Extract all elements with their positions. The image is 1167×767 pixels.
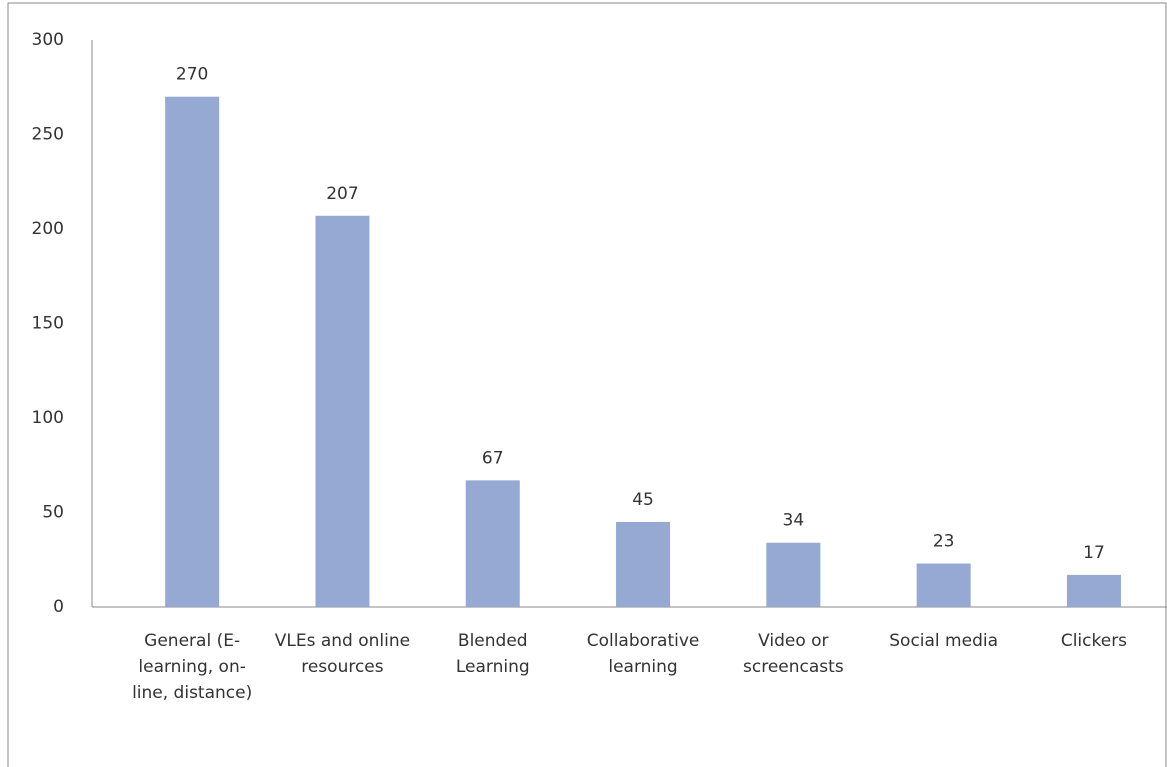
y-tick-label: 250 [32,125,64,145]
x-tick-label: Clickers [1060,631,1128,651]
data-label: 17 [1083,543,1105,563]
bar [916,563,971,607]
chart-frame [7,2,1167,767]
bar [1066,574,1121,607]
y-tick-label: 200 [32,219,64,239]
x-tick-label: Social media [889,631,999,651]
data-label: 45 [632,490,654,510]
x-tick-label: General (E-learning, on-line, distance) [132,631,253,703]
data-label: 34 [783,511,805,531]
bar [165,96,220,607]
data-label: 270 [176,65,208,85]
x-tick-label: Blended Learning [455,631,530,677]
x-tick-label: Video or screencasts [743,631,844,677]
y-tick-label: 300 [32,30,64,50]
data-label: 207 [326,184,358,204]
y-tick-label: 100 [32,408,64,428]
x-tick-label: VLEs and online resources [274,631,411,677]
x-tick-label: Collaborative learning [586,631,700,677]
bar [315,215,370,607]
bar [766,542,821,607]
bar [465,480,520,607]
data-label: 67 [482,448,504,468]
y-tick-label: 50 [42,503,64,523]
bar [616,521,671,607]
y-tick-label: 0 [53,597,64,617]
y-tick-label: 150 [32,314,64,334]
data-label: 23 [933,532,955,552]
